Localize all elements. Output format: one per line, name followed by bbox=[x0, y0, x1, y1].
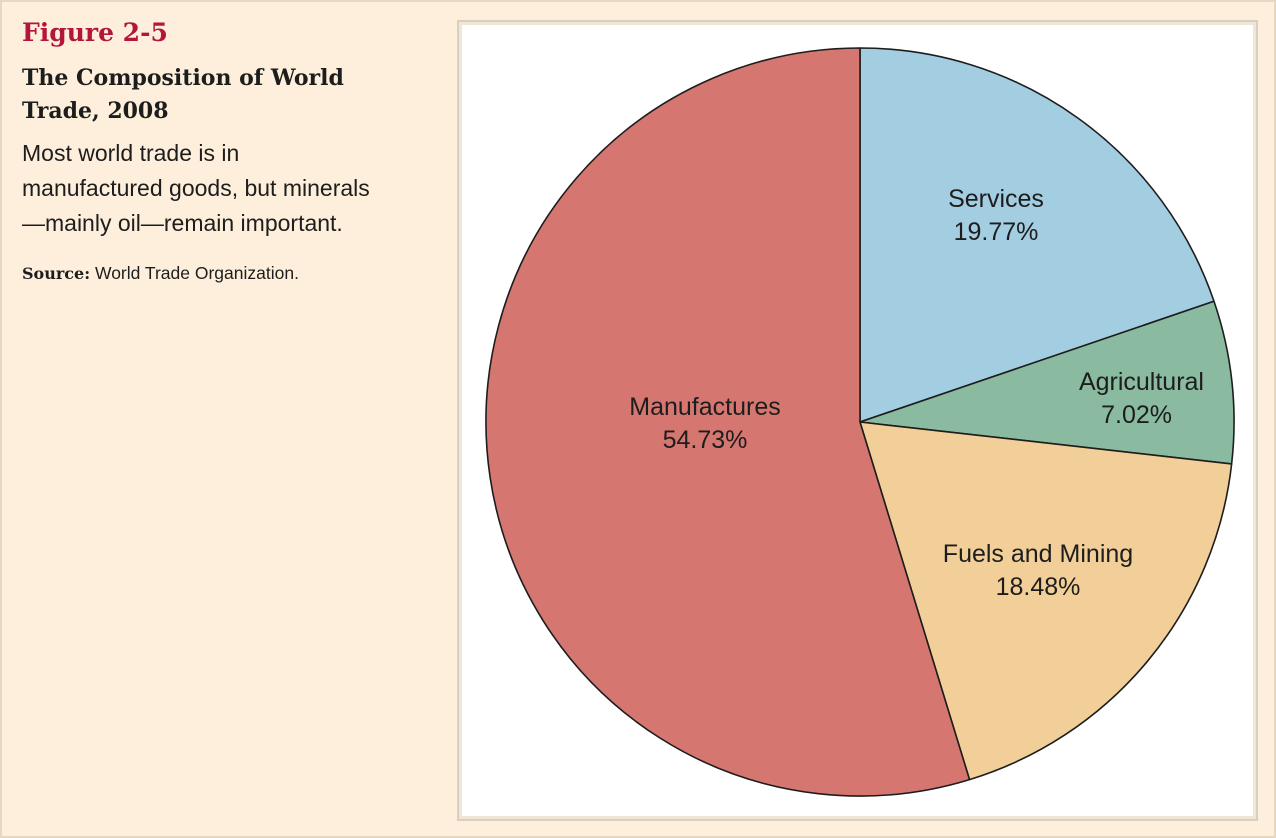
source-label: Source: bbox=[22, 264, 91, 283]
slice-value-manufactures: 54.73% bbox=[663, 426, 748, 454]
source-text: World Trade Organization. bbox=[90, 263, 299, 283]
pie-slice-fuels-and-mining bbox=[859, 421, 1233, 781]
pie-slice-agricultural bbox=[859, 300, 1235, 465]
slice-label-manufactures: Manufactures bbox=[629, 393, 780, 421]
figure-caption: Figure 2-5 The Composition of World Trad… bbox=[22, 18, 382, 286]
slice-label-fuels-and-mining: Fuels and Mining bbox=[943, 540, 1133, 568]
slice-label-services: Services bbox=[948, 185, 1044, 213]
figure-label: Figure 2-5 bbox=[22, 18, 168, 47]
slice-value-services: 19.77% bbox=[954, 218, 1039, 246]
slice-label-agricultural: Agricultural bbox=[1079, 368, 1204, 396]
chart-panel: Services 19.77% Agricultural 7.02% Fuels and… bbox=[457, 20, 1258, 821]
pie-slice-services bbox=[859, 47, 1215, 423]
pie-slice-manufactures bbox=[485, 47, 971, 797]
figure-source: Source: World Trade Organization. bbox=[22, 261, 382, 286]
pie-chart: Services 19.77% Agricultural 7.02% Fuels and… bbox=[485, 47, 1235, 797]
figure-description: Most world trade is in manufactured good… bbox=[22, 140, 370, 236]
slice-value-agricultural: 7.02% bbox=[1101, 401, 1172, 429]
figure-title: The Composition of World Trade, 2008 bbox=[22, 65, 344, 124]
slice-value-fuels-and-mining: 18.48% bbox=[996, 573, 1081, 601]
